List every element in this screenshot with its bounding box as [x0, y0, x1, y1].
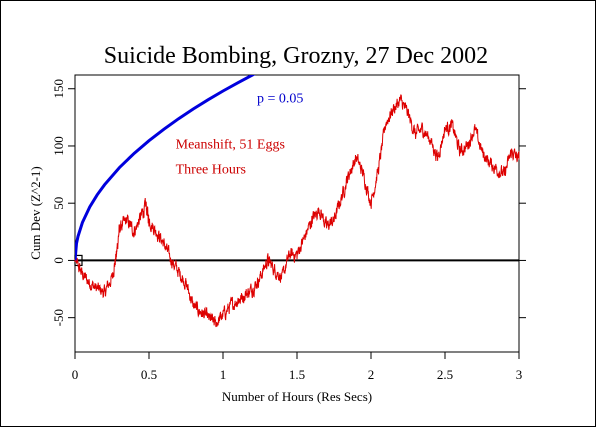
- x-tick-label: 3: [516, 367, 523, 382]
- y-tick-label: 0: [51, 257, 66, 264]
- x-axis: 0 0.5 1 1.5 2 2.5 3: [72, 352, 523, 382]
- y-tick-label: 100: [51, 136, 66, 156]
- x-tick-label: 2.5: [437, 367, 453, 382]
- y-tick-label: 150: [51, 79, 66, 99]
- y-tick-label: 50: [51, 197, 66, 210]
- x-tick-label: 0.5: [141, 367, 157, 382]
- x-tick-label: 1.5: [289, 367, 305, 382]
- x-tick-label: 0: [72, 367, 79, 382]
- chart-title: Suicide Bombing, Grozny, 27 Dec 2002: [104, 43, 488, 69]
- annotation-2: Three Hours: [176, 162, 246, 177]
- annotation-layer: p = 0.05 Meanshift, 51 Eggs Three Hours: [176, 91, 304, 177]
- annotation-0: p = 0.05: [257, 91, 303, 106]
- y-tick-label: -50: [51, 309, 66, 326]
- y-axis-label: Cum Dev (Z^2-1): [28, 166, 43, 259]
- annotation-1: Meanshift, 51 Eggs: [176, 137, 285, 152]
- y-axis: -50 0 50 100 150: [51, 79, 526, 326]
- x-axis-label: Number of Hours (Res Secs): [222, 389, 372, 404]
- series-line-cumdev: [74, 94, 520, 328]
- series-layer: [74, 75, 520, 328]
- series-line-significance-envelope: [75, 75, 256, 261]
- x-tick-label: 2: [368, 367, 375, 382]
- x-tick-label: 1: [220, 367, 227, 382]
